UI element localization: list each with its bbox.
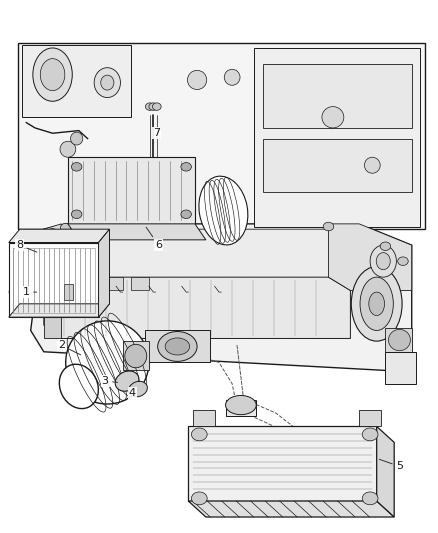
Ellipse shape bbox=[362, 492, 378, 505]
Ellipse shape bbox=[129, 381, 147, 397]
Ellipse shape bbox=[94, 68, 120, 98]
Polygon shape bbox=[188, 501, 394, 517]
Text: 1: 1 bbox=[23, 287, 37, 297]
Ellipse shape bbox=[376, 253, 390, 270]
Polygon shape bbox=[18, 43, 425, 229]
Polygon shape bbox=[99, 229, 110, 317]
Text: 4: 4 bbox=[129, 389, 136, 398]
Polygon shape bbox=[53, 229, 394, 280]
Ellipse shape bbox=[360, 277, 393, 330]
Ellipse shape bbox=[191, 428, 207, 441]
Ellipse shape bbox=[389, 329, 410, 351]
Bar bbox=[263, 139, 412, 192]
Polygon shape bbox=[9, 229, 110, 243]
Polygon shape bbox=[105, 277, 123, 290]
Polygon shape bbox=[31, 224, 412, 370]
Ellipse shape bbox=[66, 321, 149, 404]
Ellipse shape bbox=[149, 103, 158, 110]
Ellipse shape bbox=[33, 48, 72, 101]
Ellipse shape bbox=[60, 141, 76, 157]
Ellipse shape bbox=[10, 280, 69, 304]
Polygon shape bbox=[254, 48, 420, 227]
Ellipse shape bbox=[15, 285, 64, 300]
Polygon shape bbox=[188, 426, 377, 501]
Polygon shape bbox=[377, 426, 394, 517]
Ellipse shape bbox=[71, 163, 82, 171]
Bar bbox=[13, 248, 95, 313]
Ellipse shape bbox=[351, 266, 402, 341]
Ellipse shape bbox=[398, 257, 408, 265]
Ellipse shape bbox=[224, 69, 240, 85]
Ellipse shape bbox=[191, 492, 207, 505]
Ellipse shape bbox=[59, 364, 99, 409]
Text: 5: 5 bbox=[379, 459, 403, 471]
Ellipse shape bbox=[181, 163, 191, 171]
Polygon shape bbox=[385, 352, 416, 384]
Ellipse shape bbox=[47, 229, 58, 237]
Polygon shape bbox=[328, 224, 412, 290]
Ellipse shape bbox=[323, 222, 334, 231]
Text: 8: 8 bbox=[16, 240, 37, 252]
Ellipse shape bbox=[40, 59, 65, 91]
Ellipse shape bbox=[380, 242, 391, 251]
Polygon shape bbox=[123, 341, 149, 370]
Ellipse shape bbox=[115, 371, 139, 391]
Polygon shape bbox=[9, 243, 99, 317]
Ellipse shape bbox=[145, 103, 154, 110]
Polygon shape bbox=[68, 157, 195, 224]
Ellipse shape bbox=[101, 75, 114, 90]
Bar bbox=[263, 64, 412, 128]
Ellipse shape bbox=[71, 210, 82, 219]
Polygon shape bbox=[68, 224, 206, 240]
Polygon shape bbox=[44, 277, 350, 338]
Polygon shape bbox=[193, 410, 215, 426]
Bar bbox=[64, 284, 73, 300]
Ellipse shape bbox=[125, 344, 147, 368]
Ellipse shape bbox=[187, 70, 207, 90]
Ellipse shape bbox=[322, 107, 344, 128]
Ellipse shape bbox=[362, 428, 378, 441]
Polygon shape bbox=[226, 400, 256, 416]
Text: 3: 3 bbox=[102, 376, 118, 386]
Ellipse shape bbox=[152, 103, 161, 110]
Ellipse shape bbox=[158, 332, 197, 361]
Ellipse shape bbox=[236, 221, 246, 230]
Polygon shape bbox=[44, 224, 61, 292]
Text: 6: 6 bbox=[146, 227, 162, 250]
Polygon shape bbox=[44, 292, 61, 338]
Text: 2: 2 bbox=[58, 341, 81, 355]
Ellipse shape bbox=[165, 338, 190, 355]
Polygon shape bbox=[22, 45, 131, 117]
Polygon shape bbox=[79, 277, 96, 290]
Ellipse shape bbox=[148, 221, 159, 230]
Ellipse shape bbox=[369, 292, 385, 316]
Ellipse shape bbox=[181, 210, 191, 219]
Ellipse shape bbox=[71, 132, 83, 145]
Ellipse shape bbox=[60, 223, 71, 232]
Polygon shape bbox=[145, 330, 210, 362]
Ellipse shape bbox=[364, 157, 380, 173]
Polygon shape bbox=[385, 328, 412, 352]
Polygon shape bbox=[9, 304, 110, 317]
Polygon shape bbox=[359, 410, 381, 426]
Ellipse shape bbox=[226, 395, 256, 415]
Text: 7: 7 bbox=[153, 128, 160, 143]
Ellipse shape bbox=[199, 176, 248, 245]
Polygon shape bbox=[131, 277, 149, 290]
Ellipse shape bbox=[370, 245, 396, 277]
